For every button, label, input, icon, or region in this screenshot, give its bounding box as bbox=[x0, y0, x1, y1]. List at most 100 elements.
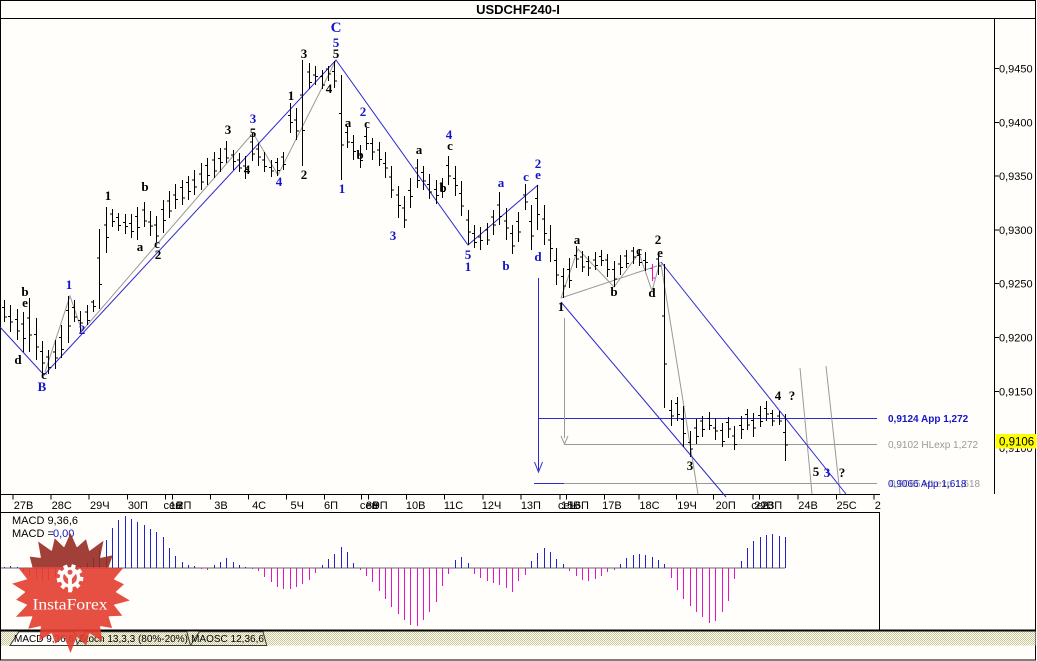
svg-text:0,9400: 0,9400 bbox=[999, 117, 1033, 129]
svg-text:1В: 1В bbox=[170, 500, 183, 512]
svg-text:17В: 17В bbox=[602, 500, 622, 512]
svg-text:24В: 24В bbox=[798, 500, 818, 512]
svg-text:11С: 11С bbox=[444, 500, 463, 512]
svg-text:28С: 28С bbox=[52, 500, 72, 512]
svg-text:d: d bbox=[534, 249, 542, 264]
svg-text:2: 2 bbox=[535, 156, 542, 171]
svg-text:3: 3 bbox=[225, 122, 232, 137]
svg-text:2: 2 bbox=[301, 167, 308, 182]
svg-text:B: B bbox=[38, 379, 47, 394]
svg-text:c: c bbox=[154, 236, 160, 251]
svg-text:4: 4 bbox=[244, 162, 251, 177]
svg-text:19Ч: 19Ч bbox=[677, 500, 697, 512]
svg-text:сен: сен bbox=[751, 500, 769, 512]
svg-text:8В: 8В bbox=[366, 500, 379, 512]
svg-text:3: 3 bbox=[390, 228, 397, 243]
svg-text:d: d bbox=[14, 352, 22, 367]
svg-text:MACD =: MACD = bbox=[12, 528, 54, 540]
svg-text:23П: 23П bbox=[762, 500, 782, 512]
svg-text:a: a bbox=[137, 239, 144, 254]
svg-text:a: a bbox=[345, 115, 352, 130]
svg-text:Stoch 13,3,3 (80%-20%): Stoch 13,3,3 (80%-20%) bbox=[79, 634, 188, 645]
svg-text:InstaForex: InstaForex bbox=[33, 597, 108, 614]
svg-text:5: 5 bbox=[813, 464, 820, 479]
svg-text:b: b bbox=[502, 258, 509, 273]
svg-text:3В: 3В bbox=[214, 500, 227, 512]
svg-text:a: a bbox=[416, 142, 423, 157]
svg-text:30П: 30П bbox=[128, 500, 148, 512]
svg-text:5: 5 bbox=[333, 46, 340, 61]
svg-text:0,9300: 0,9300 bbox=[999, 225, 1033, 237]
svg-text:15В: 15В bbox=[561, 500, 581, 512]
svg-text:2: 2 bbox=[79, 322, 86, 337]
svg-text:5: 5 bbox=[465, 247, 472, 262]
svg-text:4: 4 bbox=[446, 127, 453, 142]
svg-text:c: c bbox=[364, 116, 370, 131]
svg-text:3: 3 bbox=[824, 465, 831, 480]
svg-text:MACD 9,36,6: MACD 9,36,6 bbox=[14, 634, 74, 645]
svg-text:4: 4 bbox=[775, 388, 782, 403]
svg-text:18С: 18С bbox=[639, 500, 659, 512]
svg-text:1: 1 bbox=[66, 277, 73, 292]
svg-text:3: 3 bbox=[687, 458, 694, 473]
svg-text:MAOSC 12,36,6: MAOSC 12,36,6 bbox=[191, 634, 264, 645]
svg-text:a: a bbox=[574, 232, 581, 247]
svg-text:d: d bbox=[648, 285, 656, 300]
svg-text:0,9106: 0,9106 bbox=[999, 437, 1034, 449]
svg-text:C: C bbox=[331, 20, 342, 36]
svg-text:9П: 9П bbox=[374, 500, 388, 512]
svg-text:0,9065 HLexp 1,618: 0,9065 HLexp 1,618 bbox=[890, 479, 981, 490]
svg-text:0,9124 App 1,272: 0,9124 App 1,272 bbox=[888, 414, 969, 425]
svg-text:c: c bbox=[41, 367, 47, 382]
svg-text:1: 1 bbox=[339, 181, 346, 196]
svg-text:0,9150: 0,9150 bbox=[999, 386, 1033, 398]
svg-text:0,9450: 0,9450 bbox=[999, 64, 1033, 76]
svg-text:c: c bbox=[523, 169, 529, 184]
svg-text:MACD 9,36,6: MACD 9,36,6 bbox=[12, 515, 78, 527]
svg-text:сен: сен bbox=[360, 500, 378, 512]
svg-text:0,9102 HLexp 1,272: 0,9102 HLexp 1,272 bbox=[888, 440, 979, 451]
svg-text:25С: 25С bbox=[837, 500, 857, 512]
svg-text:22В: 22В bbox=[754, 500, 774, 512]
svg-text:5: 5 bbox=[333, 35, 340, 50]
svg-text:?: ? bbox=[839, 465, 846, 480]
svg-text:a: a bbox=[498, 175, 505, 190]
svg-text:29Ч: 29Ч bbox=[90, 500, 110, 512]
svg-text:b: b bbox=[141, 179, 148, 194]
svg-text:2: 2 bbox=[155, 247, 162, 262]
svg-text:4С: 4С bbox=[252, 500, 266, 512]
svg-text:16П: 16П bbox=[569, 500, 589, 512]
svg-text:b: b bbox=[21, 284, 28, 299]
svg-text:0,9350: 0,9350 bbox=[999, 171, 1033, 183]
svg-text:3: 3 bbox=[250, 111, 257, 126]
svg-text:13П: 13П bbox=[521, 500, 541, 512]
svg-text:сен: сен bbox=[558, 500, 576, 512]
svg-text:1: 1 bbox=[105, 188, 112, 203]
svg-text:1: 1 bbox=[558, 299, 565, 314]
svg-text:5Ч: 5Ч bbox=[290, 500, 303, 512]
svg-text:5: 5 bbox=[250, 125, 257, 140]
svg-text:12Ч: 12Ч bbox=[482, 500, 502, 512]
svg-text:2П: 2П bbox=[177, 500, 191, 512]
svg-text:1: 1 bbox=[288, 88, 295, 103]
svg-text:сен: сен bbox=[164, 500, 182, 512]
svg-text:27В: 27В bbox=[14, 500, 34, 512]
svg-text:1: 1 bbox=[465, 259, 472, 274]
svg-text:c: c bbox=[636, 243, 642, 258]
svg-text:?: ? bbox=[789, 388, 796, 403]
svg-text:0,9250: 0,9250 bbox=[999, 279, 1033, 291]
svg-text:e: e bbox=[22, 295, 28, 310]
svg-text:0,9200: 0,9200 bbox=[999, 333, 1033, 345]
svg-text:2: 2 bbox=[360, 104, 367, 119]
svg-text:c: c bbox=[447, 138, 453, 153]
svg-text:e: e bbox=[535, 167, 541, 182]
svg-text:b: b bbox=[439, 180, 446, 195]
svg-text:10В: 10В bbox=[406, 500, 426, 512]
svg-text:20П: 20П bbox=[716, 500, 736, 512]
svg-text:b: b bbox=[356, 147, 363, 162]
svg-text:4: 4 bbox=[276, 174, 283, 189]
svg-text:6П: 6П bbox=[324, 500, 338, 512]
svg-text:3: 3 bbox=[301, 46, 308, 61]
svg-text:4: 4 bbox=[326, 81, 333, 96]
svg-text:b: b bbox=[610, 284, 617, 299]
